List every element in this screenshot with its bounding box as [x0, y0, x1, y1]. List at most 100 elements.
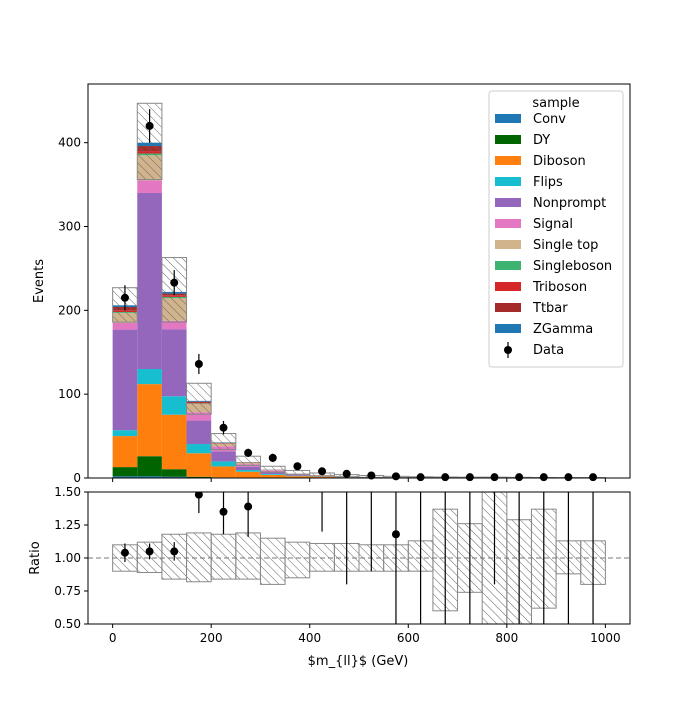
ratio-x-tick-label: 0	[109, 631, 117, 645]
uncertainty-band	[236, 456, 261, 465]
bar-nonprompt	[211, 451, 236, 461]
legend-data-marker	[504, 346, 512, 354]
bar-signal	[137, 180, 162, 193]
ratio-point	[220, 508, 228, 516]
ratio-point	[121, 549, 129, 557]
data-point	[121, 294, 129, 302]
main-y-tick-label: 100	[58, 387, 81, 401]
legend-swatch-signal	[495, 219, 521, 228]
data-point	[417, 473, 425, 481]
ratio-uncertainty-band	[187, 533, 212, 582]
bar-flips	[236, 470, 261, 472]
bar-nonprompt	[187, 421, 212, 444]
legend-label: Singleboson	[533, 259, 612, 274]
legend-label: Diboson	[533, 154, 586, 169]
main-y-tick-label: 200	[58, 303, 81, 317]
legend-label: Signal	[533, 217, 573, 232]
bar-diboson	[236, 472, 261, 478]
legend-label: ZGamma	[533, 322, 593, 337]
legend-label: Flips	[533, 175, 563, 190]
legend-swatch-ttbar	[495, 303, 521, 312]
ratio-y-axis-label: Ratio	[28, 541, 43, 574]
ratio-uncertainty-band	[310, 543, 335, 571]
ratio-y-tick-label: 1.00	[54, 551, 81, 565]
ratio-x-tick-label: 200	[200, 631, 223, 645]
bar-diboson	[162, 415, 187, 469]
x-axis-label: $m_{ll}$ (GeV)	[308, 654, 409, 669]
ratio-x-tick-label: 600	[397, 631, 420, 645]
data-point	[195, 360, 203, 368]
ratio-y-tick-label: 1.50	[54, 485, 81, 499]
data-point	[146, 122, 154, 130]
ratio-point	[170, 547, 178, 555]
legend-title: sample	[532, 96, 579, 111]
bar-nonprompt	[162, 329, 187, 396]
legend-swatch-diboson	[495, 156, 521, 165]
ratio-uncertainty-band	[211, 534, 236, 579]
legend-label: Ttbar	[532, 301, 568, 316]
data-point	[466, 473, 474, 481]
data-point	[318, 467, 326, 475]
bar-signal	[113, 323, 138, 330]
uncertainty-band	[285, 470, 310, 474]
data-point	[491, 473, 499, 481]
data-point	[564, 473, 572, 481]
ratio-y-tick-label: 1.25	[54, 518, 81, 532]
bar-dy	[137, 456, 162, 476]
bar-nonprompt	[236, 467, 261, 470]
data-point	[244, 449, 252, 457]
bar-dy	[113, 467, 138, 476]
bar-flips	[260, 474, 285, 475]
bar-dy	[187, 477, 212, 478]
bar-nonprompt	[137, 193, 162, 369]
ratio-point	[392, 530, 400, 538]
ratio-x-tick-label: 400	[298, 631, 321, 645]
uncertainty-band	[211, 434, 236, 450]
ratio-point	[146, 547, 154, 555]
uncertainty-band	[187, 383, 212, 414]
legend-swatch-dy	[495, 135, 521, 144]
data-point	[170, 279, 178, 287]
main-y-tick-label: 400	[58, 136, 81, 150]
bar-flips	[113, 430, 138, 436]
bar-flips	[137, 369, 162, 384]
legend-swatch-single-top	[495, 240, 521, 249]
bar-diboson	[137, 384, 162, 456]
data-point	[589, 473, 597, 481]
data-point	[441, 473, 449, 481]
main-y-tick-label: 0	[73, 471, 81, 485]
ratio-uncertainty-band	[236, 533, 261, 579]
ratio-y-tick-label: 0.75	[54, 584, 81, 598]
bar-flips	[187, 444, 212, 453]
legend-label: Conv	[533, 112, 566, 127]
ratio-point	[244, 503, 252, 511]
legend-swatch-zgamma	[495, 324, 521, 333]
data-point	[392, 472, 400, 480]
legend-label: Triboson	[532, 280, 587, 295]
legend: sample ConvDYDibosonFlipsNonpromptSignal…	[489, 91, 623, 367]
bar-flips	[162, 396, 187, 414]
legend-label: Single top	[533, 238, 598, 253]
data-point	[220, 424, 228, 432]
ratio-x-tick-label: 1000	[590, 631, 621, 645]
data-point	[343, 470, 351, 478]
uncertainty-band	[260, 466, 285, 472]
data-point	[515, 473, 523, 481]
ratio-x-tick-label: 800	[495, 631, 518, 645]
bar-diboson	[187, 453, 212, 476]
data-point	[269, 454, 277, 462]
legend-swatch-conv	[495, 114, 521, 123]
ratio-uncertainty-band	[285, 542, 310, 578]
legend-label: Data	[533, 343, 564, 358]
data-point	[293, 462, 301, 470]
bar-diboson	[211, 466, 236, 477]
legend-swatch-flips	[495, 177, 521, 186]
bar-diboson	[113, 436, 138, 467]
legend-swatch-nonprompt	[495, 198, 521, 207]
ratio-uncertainty-band	[260, 538, 285, 584]
bar-diboson	[260, 475, 285, 478]
legend-label: Nonprompt	[533, 196, 606, 211]
bar-dy	[162, 469, 187, 477]
bar-flips	[211, 461, 236, 466]
